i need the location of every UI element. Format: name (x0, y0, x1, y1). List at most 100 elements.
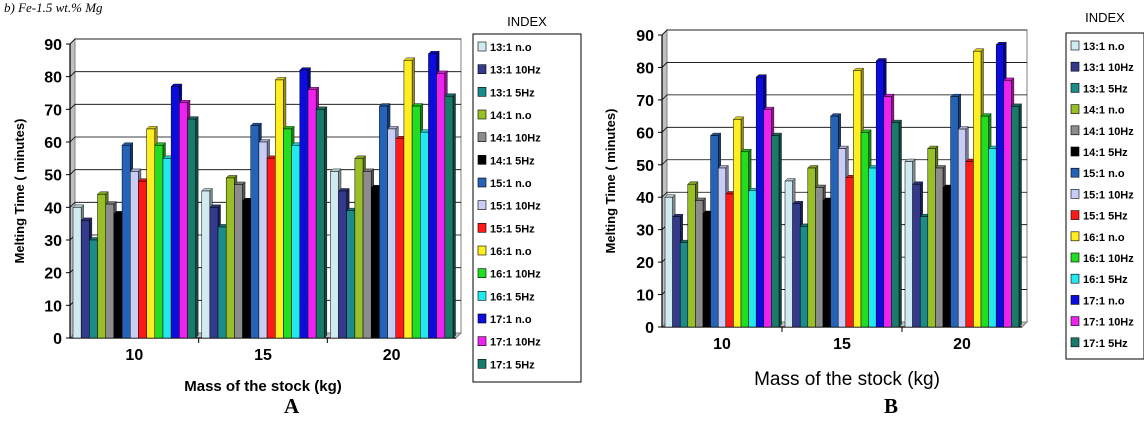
y-tick-label: 30 (44, 233, 62, 250)
bar (330, 171, 339, 339)
bar (283, 128, 292, 339)
legend-swatch (1070, 337, 1080, 348)
legend-label: 17:1 5Hz (1083, 338, 1128, 350)
bar (822, 200, 831, 328)
legend-swatch (477, 87, 487, 97)
legend-swatch (1070, 40, 1080, 51)
gridline (69, 103, 461, 110)
legend-swatch (477, 268, 487, 278)
legend-label: 17:1 n.o (1083, 295, 1125, 307)
y-tick-label: 60 (44, 135, 62, 152)
legend-swatch (477, 313, 487, 324)
bar (988, 148, 997, 328)
legend-swatch (1070, 210, 1080, 220)
legend-label: 17:1 10Hz (1083, 317, 1134, 329)
legend-swatch (477, 200, 487, 210)
legend-swatch (477, 223, 487, 233)
legend-label: 14:1 10Hz (1083, 126, 1134, 138)
y-tick-label: 50 (636, 158, 654, 175)
bar (258, 141, 268, 339)
panel-label-a: A (284, 394, 300, 418)
bar (904, 161, 913, 328)
y-tick-label: 10 (44, 298, 62, 315)
legend-label: 15:1 n.o (490, 178, 532, 190)
bar (436, 73, 446, 339)
y-tick-label: 10 (636, 288, 654, 305)
bar (201, 190, 211, 339)
legend-label: 16:1 5Hz (490, 291, 535, 303)
bar (395, 138, 405, 339)
legend-label: 17:1 n.o (490, 314, 532, 326)
legend-label: 15:1 n.o (1083, 168, 1125, 180)
bar (105, 203, 115, 339)
legend-swatch (477, 177, 487, 188)
bar (763, 109, 772, 328)
legend-label: 16:1 10Hz (1083, 253, 1134, 265)
legend-swatch (477, 132, 487, 142)
legend-label: 13:1 5Hz (490, 87, 535, 99)
legend-swatch (477, 245, 487, 256)
bar (250, 125, 260, 339)
bar (113, 213, 123, 339)
bar (912, 183, 921, 328)
bar (965, 161, 974, 328)
x-axis-title: Mass of the stock (kg) (754, 369, 940, 390)
legend-swatch (1070, 104, 1080, 114)
bar (875, 60, 885, 328)
gridline (661, 29, 1027, 36)
bar (725, 193, 734, 328)
bar (379, 105, 388, 339)
legend-label: 14:1 5Hz (1083, 147, 1128, 159)
bar (980, 115, 989, 328)
bar (973, 50, 982, 328)
bar (97, 194, 106, 339)
bar (179, 102, 188, 339)
bar (799, 226, 809, 328)
bar (837, 148, 847, 328)
panel-label-b: B (884, 394, 899, 418)
figure-caption: b) Fe-1.5 wt.% Mg (4, 0, 103, 15)
bar (411, 105, 421, 339)
legend-label: 16:1 10Hz (490, 269, 541, 281)
legend-swatch (1070, 189, 1080, 199)
bar (672, 216, 681, 328)
bar (234, 184, 243, 339)
y-tick-label: 90 (636, 28, 654, 45)
y-tick-label: 80 (44, 70, 62, 87)
x-tick-label: 10 (713, 336, 731, 353)
legend-label: 14:1 n.o (1083, 105, 1125, 117)
bar (242, 200, 251, 339)
bar (957, 128, 967, 328)
bar (315, 109, 325, 339)
y-tick-label: 40 (44, 200, 62, 217)
bar-side (195, 116, 199, 339)
gridline (69, 136, 461, 143)
bar (868, 167, 877, 328)
bar (225, 177, 235, 339)
legend-swatch (1070, 167, 1080, 178)
bar (307, 89, 317, 339)
legend-box (472, 33, 582, 383)
legend-swatch (1070, 61, 1080, 72)
legend-swatch (477, 155, 487, 165)
legend-label: 13:1 5Hz (1083, 83, 1128, 95)
bar-side (452, 93, 456, 339)
bar (815, 187, 824, 328)
legend-label: 17:1 10Hz (490, 337, 541, 349)
bar (275, 79, 284, 339)
bar (170, 86, 180, 339)
bar (717, 167, 727, 328)
bar (771, 135, 780, 328)
bar (444, 96, 454, 339)
legend-swatch (1070, 295, 1080, 305)
bar (792, 203, 801, 328)
y-tick-label: 60 (636, 125, 654, 142)
legend-swatch (477, 41, 487, 52)
bar (209, 207, 219, 339)
bar (807, 167, 816, 328)
bar-side (1018, 103, 1022, 328)
bar (80, 220, 90, 339)
bar (845, 177, 854, 328)
gridline (661, 94, 1027, 101)
x-tick-label: 20 (953, 336, 971, 353)
